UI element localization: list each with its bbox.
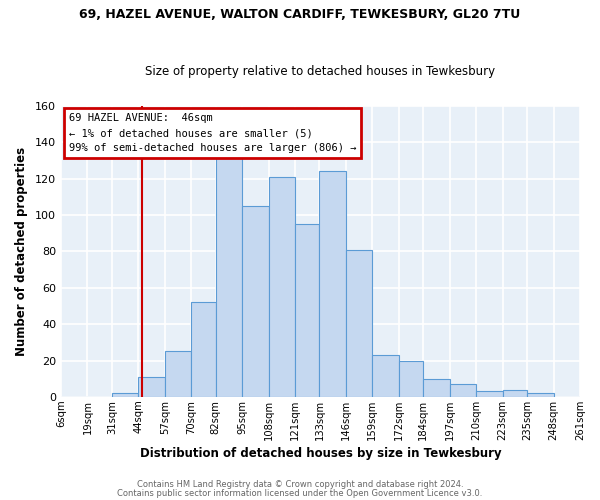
Bar (191, 302, 215, 397)
Bar (138, 377, 165, 397)
Bar (346, 250, 373, 397)
Bar (373, 355, 399, 397)
Bar (476, 392, 503, 397)
Bar (295, 224, 319, 397)
Bar (215, 157, 242, 397)
Bar (503, 390, 527, 397)
Bar (112, 394, 138, 397)
Y-axis label: Number of detached properties: Number of detached properties (15, 147, 28, 356)
X-axis label: Distribution of detached houses by size in Tewkesbury: Distribution of detached houses by size … (140, 447, 501, 460)
Bar (527, 394, 554, 397)
Title: Size of property relative to detached houses in Tewkesbury: Size of property relative to detached ho… (145, 66, 496, 78)
Text: Contains public sector information licensed under the Open Government Licence v3: Contains public sector information licen… (118, 488, 482, 498)
Bar (165, 352, 191, 397)
Bar (242, 206, 269, 397)
Bar (423, 378, 450, 397)
Text: Contains HM Land Registry data © Crown copyright and database right 2024.: Contains HM Land Registry data © Crown c… (137, 480, 463, 489)
Text: 69 HAZEL AVENUE:  46sqm
← 1% of detached houses are smaller (5)
99% of semi-deta: 69 HAZEL AVENUE: 46sqm ← 1% of detached … (69, 114, 356, 153)
Text: 69, HAZEL AVENUE, WALTON CARDIFF, TEWKESBURY, GL20 7TU: 69, HAZEL AVENUE, WALTON CARDIFF, TEWKES… (79, 8, 521, 20)
Bar (269, 177, 295, 397)
Bar (450, 384, 476, 397)
Bar (319, 172, 346, 397)
Bar (399, 360, 423, 397)
